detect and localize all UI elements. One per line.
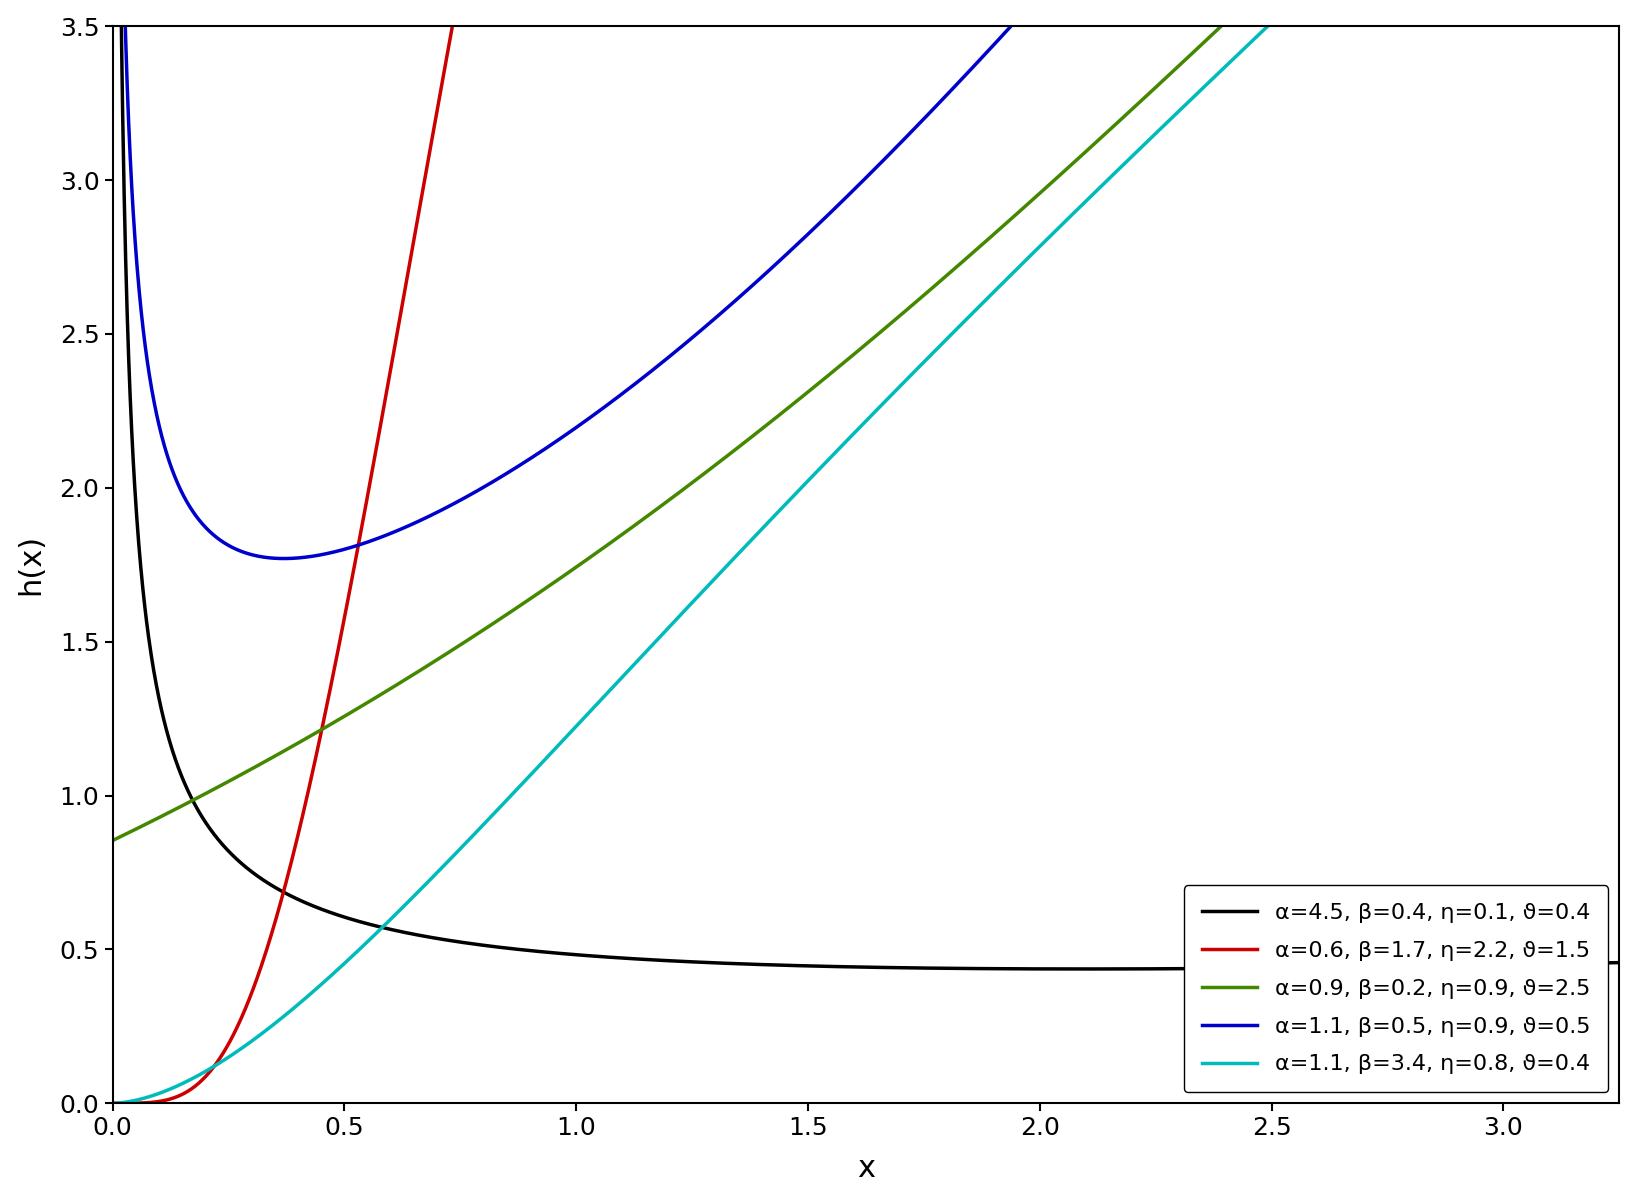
α=0.6, β=1.7, η=2.2, ϑ=1.5 xyxy=(103,1096,123,1110)
α=1.1, β=0.5, η=0.9, ϑ=0.5 xyxy=(746,275,766,289)
Line: α=4.5, β=0.4, η=0.1, ϑ=0.4: α=4.5, β=0.4, η=0.1, ϑ=0.4 xyxy=(119,0,1620,968)
α=1.1, β=3.4, η=0.8, ϑ=0.4 xyxy=(746,528,766,542)
Line: α=0.9, β=0.2, η=0.9, ϑ=2.5: α=0.9, β=0.2, η=0.9, ϑ=2.5 xyxy=(113,0,1382,840)
α=4.5, β=0.4, η=0.1, ϑ=0.4 xyxy=(746,958,766,972)
Line: α=0.6, β=1.7, η=2.2, ϑ=1.5: α=0.6, β=1.7, η=2.2, ϑ=1.5 xyxy=(113,0,481,1103)
α=0.6, β=1.7, η=2.2, ϑ=1.5 xyxy=(275,880,294,894)
Line: α=1.1, β=0.5, η=0.9, ϑ=0.5: α=1.1, β=0.5, η=0.9, ϑ=0.5 xyxy=(123,0,1148,558)
α=4.5, β=0.4, η=0.1, ϑ=0.4 xyxy=(1580,956,1600,971)
α=4.5, β=0.4, η=0.1, ϑ=0.4 xyxy=(275,886,294,900)
α=0.9, β=0.2, η=0.9, ϑ=2.5 xyxy=(746,426,766,440)
α=1.1, β=0.5, η=0.9, ϑ=0.5 xyxy=(365,533,384,547)
α=1.1, β=3.4, η=0.8, ϑ=0.4 xyxy=(275,1008,294,1022)
X-axis label: x: x xyxy=(857,1154,875,1183)
α=1.1, β=3.4, η=0.8, ϑ=0.4 xyxy=(365,928,384,942)
α=4.5, β=0.4, η=0.1, ϑ=0.4 xyxy=(681,954,700,968)
α=1.1, β=3.4, η=0.8, ϑ=0.4 xyxy=(103,1096,123,1110)
α=4.5, β=0.4, η=0.1, ϑ=0.4 xyxy=(1418,959,1438,973)
α=1.1, β=3.4, η=0.8, ϑ=0.4 xyxy=(681,596,700,611)
α=1.1, β=0.5, η=0.9, ϑ=0.5 xyxy=(275,551,294,565)
α=1.1, β=0.5, η=0.9, ϑ=0.5 xyxy=(681,332,700,347)
α=0.9, β=0.2, η=0.9, ϑ=2.5 xyxy=(681,476,700,491)
Legend: α=4.5, β=0.4, η=0.1, ϑ=0.4, α=0.6, β=1.7, η=2.2, ϑ=1.5, α=0.9, β=0.2, η=0.9, ϑ=2: α=4.5, β=0.4, η=0.1, ϑ=0.4, α=0.6, β=1.7… xyxy=(1184,886,1608,1092)
α=0.9, β=0.2, η=0.9, ϑ=2.5 xyxy=(275,743,294,757)
α=4.5, β=0.4, η=0.1, ϑ=0.4 xyxy=(365,918,384,932)
α=4.5, β=0.4, η=0.1, ϑ=0.4 xyxy=(1610,955,1629,970)
Y-axis label: h(x): h(x) xyxy=(16,534,46,595)
α=0.9, β=0.2, η=0.9, ϑ=2.5 xyxy=(365,691,384,706)
α=0.6, β=1.7, η=2.2, ϑ=1.5 xyxy=(365,452,384,467)
α=0.9, β=0.2, η=0.9, ϑ=2.5 xyxy=(103,833,123,847)
Line: α=1.1, β=3.4, η=0.8, ϑ=0.4: α=1.1, β=3.4, η=0.8, ϑ=0.4 xyxy=(113,0,1430,1103)
